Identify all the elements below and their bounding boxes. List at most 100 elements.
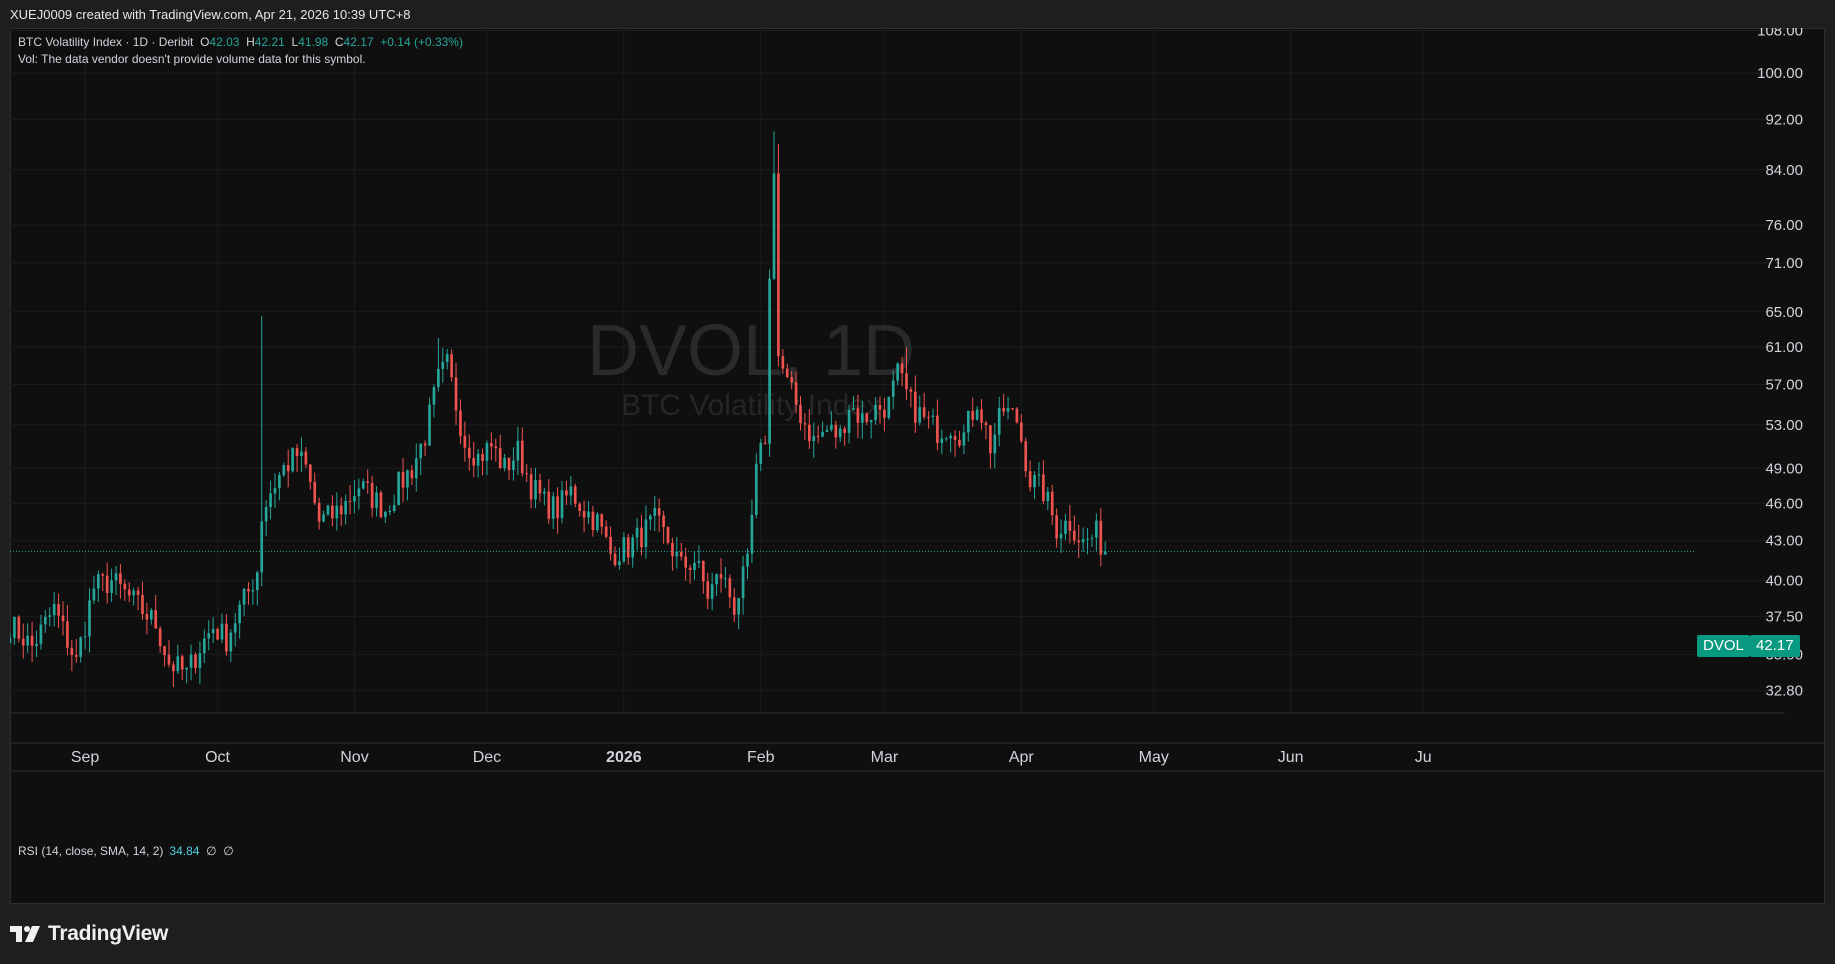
- candle-body: [1095, 520, 1098, 538]
- candle-body: [940, 438, 944, 444]
- candle-body: [697, 560, 701, 563]
- time-axis[interactable]: Sep Oct Nov Dec 2026 Feb Mar Apr May Jun Ju: [71, 749, 1432, 766]
- candle-body: [445, 354, 449, 362]
- candle-body: [852, 408, 855, 410]
- time-tick-label: 2026: [606, 749, 642, 766]
- candle-body: [432, 387, 436, 405]
- candle-body: [953, 435, 957, 440]
- candle-body: [255, 572, 259, 591]
- candle-body: [565, 490, 568, 496]
- candle-body: [860, 413, 864, 423]
- candle-body: [96, 574, 100, 589]
- candle-body: [812, 436, 816, 442]
- candle-body: [172, 664, 175, 672]
- candle-body: [838, 428, 842, 438]
- candles: [10, 131, 1107, 688]
- candle-body: [225, 623, 228, 652]
- candle-body: [896, 363, 899, 381]
- symbol-price-tag: DVOL: [1697, 635, 1750, 657]
- candle-body: [750, 514, 754, 554]
- candle-body: [158, 628, 162, 647]
- candle-body: [693, 562, 696, 570]
- candle-body: [706, 581, 710, 599]
- candle-body: [684, 556, 687, 568]
- candle-body: [10, 637, 12, 644]
- candle-body: [119, 573, 122, 584]
- candle-body: [220, 623, 224, 640]
- candle-body: [485, 443, 489, 461]
- candle-body: [847, 409, 851, 433]
- candle-body: [755, 463, 758, 515]
- candle-body: [251, 590, 255, 592]
- candle-body: [966, 410, 970, 433]
- candle-body: [260, 521, 264, 573]
- candle-body: [803, 423, 807, 425]
- candle-body: [141, 594, 144, 615]
- candle-body: [127, 589, 131, 596]
- candle-body: [238, 604, 241, 624]
- high-label: H: [246, 35, 255, 49]
- candle-body: [543, 491, 546, 494]
- ohlc-legend: BTC Volatility Index · 1D · Deribit O42.…: [18, 35, 463, 49]
- candle-body: [905, 373, 908, 390]
- candle-body: [763, 442, 767, 444]
- candle-body: [79, 637, 82, 657]
- footer-brand[interactable]: TradingView: [10, 922, 168, 946]
- candle-body: [891, 380, 895, 397]
- candle-body: [878, 404, 882, 410]
- high-value: 42.21: [254, 35, 285, 49]
- candle-body: [591, 511, 595, 531]
- candle-body: [949, 435, 952, 439]
- candle-body: [48, 615, 52, 617]
- candle-body: [136, 590, 140, 595]
- candle-body: [618, 561, 621, 566]
- candle-body: [971, 410, 975, 420]
- candle-body: [596, 514, 599, 531]
- candle-body: [207, 633, 211, 639]
- candle-body: [1046, 491, 1050, 502]
- candle-body: [644, 519, 648, 548]
- candle-body: [83, 636, 87, 638]
- price-tick-label: 46.00: [1765, 495, 1803, 512]
- chart-panel[interactable]: [10, 28, 1825, 904]
- candle-body: [339, 505, 343, 515]
- candle-body: [264, 507, 268, 522]
- candle-body: [163, 646, 166, 656]
- candle-body: [242, 588, 246, 605]
- candle-body: [622, 537, 626, 562]
- candle-body: [44, 616, 47, 625]
- candle-body: [295, 448, 299, 457]
- candle-body: [370, 482, 374, 509]
- candle-body: [613, 553, 617, 566]
- watermark-ticker: DVOL, 1D: [587, 311, 915, 391]
- time-tick-label: Ju: [1415, 749, 1432, 766]
- close-value: 42.17: [343, 35, 374, 49]
- price-chart[interactable]: DVOL, 1D BTC Volatility Index 108.00 100.…: [10, 28, 1825, 904]
- candle-body: [503, 457, 506, 469]
- candle-body: [1024, 441, 1028, 472]
- candle-body: [1081, 539, 1085, 543]
- candle-body: [688, 567, 692, 570]
- candle-body: [282, 465, 286, 475]
- candle-body: [472, 457, 476, 466]
- candle-body: [825, 429, 829, 432]
- candle-body: [13, 616, 16, 638]
- candle-body: [26, 635, 29, 646]
- candle-body: [635, 527, 639, 538]
- candle-body: [414, 458, 418, 479]
- rsi-legend[interactable]: RSI (14, close, SMA, 14, 2) 34.84 ∅ ∅: [18, 844, 234, 858]
- candle-body: [39, 624, 43, 644]
- candle-body: [211, 629, 215, 634]
- candle-body: [269, 493, 272, 508]
- candle-body: [335, 505, 339, 519]
- candle-body: [777, 173, 780, 357]
- candle-body: [931, 415, 935, 417]
- price-tick-label: 92.00: [1765, 111, 1803, 128]
- candle-body: [459, 410, 462, 436]
- candle-body: [944, 438, 948, 440]
- candle-body: [286, 465, 290, 472]
- rsi-label: RSI (14, close, SMA, 14, 2): [18, 844, 164, 858]
- candle-body: [1042, 474, 1045, 502]
- price-axis[interactable]: 108.00 100.00 92.00 84.00 76.00 71.00 65.00 61.…: [1757, 28, 1803, 700]
- candle-body: [529, 474, 533, 500]
